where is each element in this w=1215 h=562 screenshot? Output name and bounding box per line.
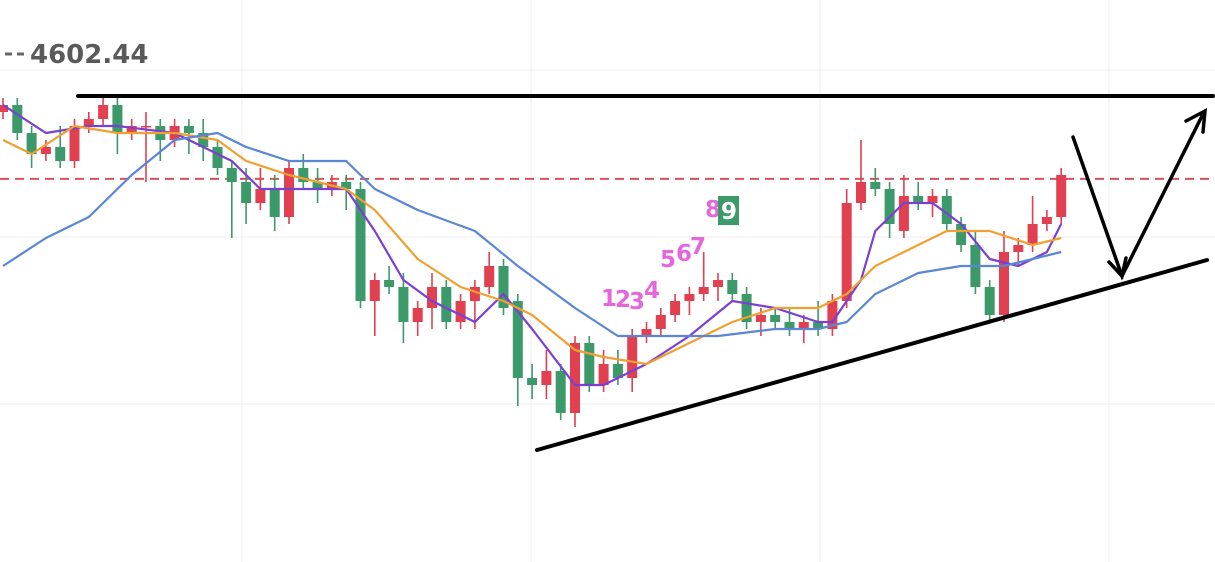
candle-body (1027, 224, 1038, 245)
candle-body (255, 189, 266, 203)
candle-body (684, 294, 695, 301)
candle-body (784, 322, 795, 329)
projection-arrow (1071, 114, 1204, 281)
candle-body (0, 105, 8, 112)
candle-body (126, 126, 137, 133)
candle-body (55, 147, 66, 161)
candle-body (455, 301, 466, 322)
candle-body (727, 280, 738, 294)
candle-body (198, 133, 209, 147)
candle-body (384, 280, 395, 287)
count-badge (718, 196, 739, 225)
drawings (76, 94, 1215, 452)
candle-body (655, 315, 666, 329)
candle-body (927, 196, 938, 203)
candle-body (183, 126, 194, 133)
moving-average-line (2, 131, 1062, 338)
candle-body (484, 266, 495, 287)
candle-body (412, 308, 423, 322)
candle-body (941, 196, 952, 224)
candle-body (398, 287, 409, 322)
arrow-head (1184, 107, 1208, 134)
candle-body (598, 364, 609, 385)
candle-body (856, 182, 866, 203)
count-label: 6 (676, 241, 692, 267)
candle-body (570, 343, 580, 413)
candle-body (741, 294, 752, 322)
candle-body (40, 147, 51, 154)
candle-body (698, 287, 709, 294)
candle-body (841, 203, 852, 301)
candle-body (898, 196, 909, 231)
candle-body (770, 315, 781, 322)
candle-body (469, 287, 480, 301)
candle-body (355, 189, 366, 301)
count-label: 8 (705, 197, 721, 223)
arrow-head (1107, 256, 1128, 280)
candle-body (141, 126, 151, 128)
candle-body (226, 168, 237, 182)
candle-body (827, 301, 838, 329)
count-label: 1 (601, 286, 617, 312)
candle-body (755, 315, 766, 322)
candle-body (369, 280, 380, 301)
count-label: 5 (660, 247, 676, 273)
candle-body (798, 322, 809, 329)
candle-body (341, 182, 352, 189)
count-label: 9 (721, 199, 737, 225)
candle-body (1056, 175, 1067, 217)
count-label: 7 (690, 234, 706, 260)
candle-body (612, 364, 623, 378)
candle-body (212, 147, 223, 168)
candle-body (1041, 217, 1052, 224)
count-label: 4 (644, 278, 660, 304)
candle-body (584, 343, 595, 385)
candle-body (269, 189, 280, 217)
candle-body (999, 252, 1009, 315)
candle-body (427, 287, 437, 308)
candle-body (83, 119, 94, 126)
candle-body (713, 280, 723, 287)
candle-body (284, 168, 294, 217)
candle-body (870, 182, 881, 189)
candle-body (884, 189, 895, 224)
count-label: 2 (615, 287, 631, 313)
candle-body (956, 224, 967, 245)
price-label: 4602.44 (30, 40, 148, 70)
candle-body (641, 329, 652, 336)
candle-body (441, 287, 452, 322)
count-label: 3 (629, 289, 645, 315)
candle-body (527, 378, 538, 385)
candle-body (12, 105, 23, 133)
candle-body (555, 371, 566, 413)
candles (0, 98, 1067, 427)
price-legend: 4602.44 (5, 40, 148, 70)
candle-body (241, 182, 252, 203)
support-line (535, 258, 1209, 452)
candle-body (98, 105, 109, 119)
candle-body (298, 168, 309, 182)
candle-body (26, 133, 37, 154)
candle-body (627, 336, 638, 378)
candle-body (1013, 245, 1024, 252)
candle-body (541, 371, 552, 385)
candle-body (984, 287, 995, 315)
candle-body (670, 301, 681, 315)
moving-average-line (2, 104, 1063, 387)
candle-body (512, 301, 523, 378)
candle-body (112, 105, 123, 133)
candle-body (498, 266, 509, 308)
candle-body (913, 196, 924, 203)
candle-body (312, 182, 323, 189)
candle-body (69, 126, 80, 161)
candle-body (813, 322, 824, 329)
